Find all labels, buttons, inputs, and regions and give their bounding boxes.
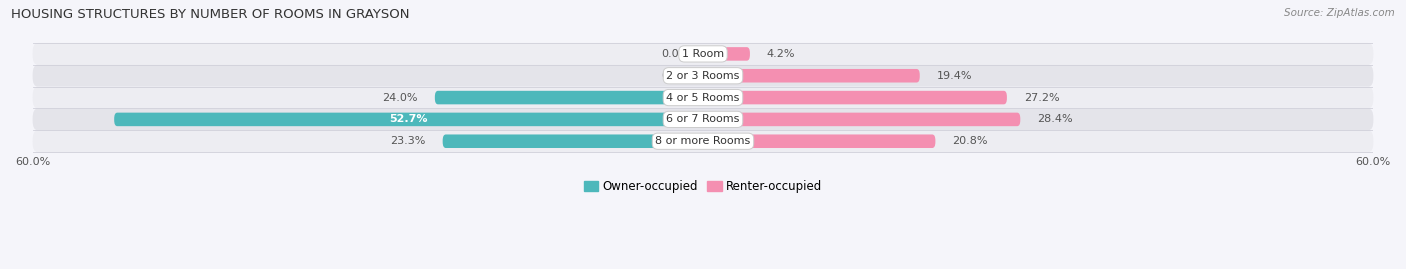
FancyBboxPatch shape [703,134,935,148]
Text: 4.2%: 4.2% [766,49,796,59]
Text: HOUSING STRUCTURES BY NUMBER OF ROOMS IN GRAYSON: HOUSING STRUCTURES BY NUMBER OF ROOMS IN… [11,8,409,21]
Text: 27.2%: 27.2% [1024,93,1059,102]
Text: 28.4%: 28.4% [1038,114,1073,124]
FancyBboxPatch shape [32,87,1374,108]
Text: 6 or 7 Rooms: 6 or 7 Rooms [666,114,740,124]
Text: 0.0%: 0.0% [661,49,689,59]
Text: 23.3%: 23.3% [391,136,426,146]
FancyBboxPatch shape [32,65,1374,87]
FancyBboxPatch shape [434,91,703,104]
Text: 4 or 5 Rooms: 4 or 5 Rooms [666,93,740,102]
Text: 19.4%: 19.4% [936,71,972,81]
Legend: Owner-occupied, Renter-occupied: Owner-occupied, Renter-occupied [579,175,827,197]
Text: Source: ZipAtlas.com: Source: ZipAtlas.com [1284,8,1395,18]
FancyBboxPatch shape [32,130,1374,152]
FancyBboxPatch shape [703,69,920,83]
Text: 1 Room: 1 Room [682,49,724,59]
Text: 2 or 3 Rooms: 2 or 3 Rooms [666,71,740,81]
FancyBboxPatch shape [114,113,703,126]
Text: 8 or more Rooms: 8 or more Rooms [655,136,751,146]
FancyBboxPatch shape [32,43,1374,65]
Text: 0.0%: 0.0% [661,71,689,81]
FancyBboxPatch shape [443,134,703,148]
Text: 52.7%: 52.7% [389,114,427,124]
FancyBboxPatch shape [32,108,1374,130]
Text: 20.8%: 20.8% [952,136,987,146]
FancyBboxPatch shape [703,47,749,61]
Text: 24.0%: 24.0% [382,93,418,102]
FancyBboxPatch shape [703,91,1007,104]
FancyBboxPatch shape [703,113,1021,126]
